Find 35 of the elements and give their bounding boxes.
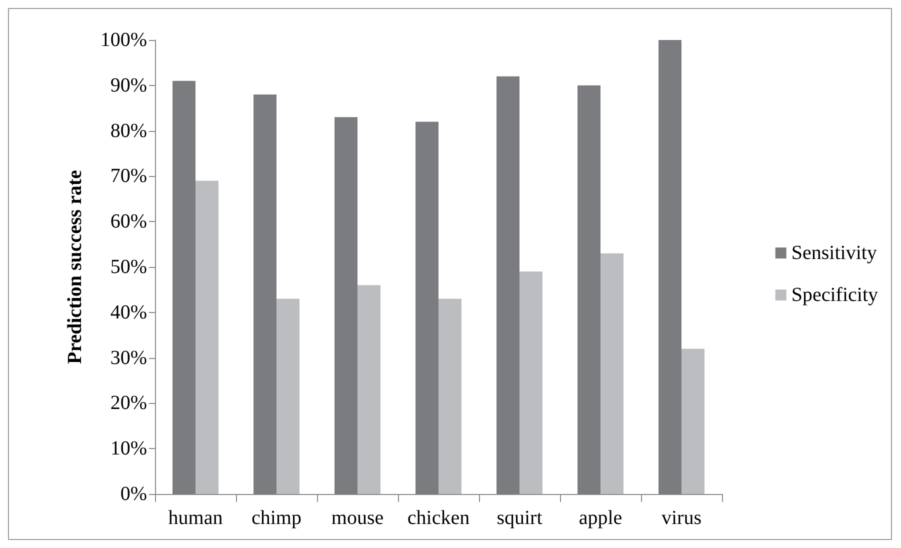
y-tick-label: 0%	[120, 483, 147, 505]
bar	[254, 94, 276, 494]
y-tick-label: 10%	[110, 438, 147, 460]
bar	[358, 285, 380, 494]
x-tick-label: squirt	[496, 507, 543, 529]
y-tick-label: 80%	[110, 120, 147, 142]
y-tick-label: 50%	[110, 256, 147, 278]
bar	[520, 272, 542, 494]
y-axis-title: Prediction success rate	[64, 170, 86, 364]
y-tick-label: 40%	[110, 301, 147, 324]
x-tick-label: chicken	[407, 507, 470, 529]
bar	[578, 85, 600, 494]
y-tick-label: 20%	[110, 392, 147, 414]
bar	[276, 298, 300, 494]
bar	[438, 298, 462, 494]
y-tick-label: 60%	[110, 210, 147, 233]
x-tick-label: apple	[578, 507, 622, 529]
x-tick-label: chimp	[252, 507, 302, 529]
y-tick-label: 30%	[110, 346, 147, 369]
bar	[600, 253, 624, 494]
legend-label: Specificity	[791, 284, 878, 306]
bar	[172, 80, 196, 494]
bar	[416, 122, 438, 494]
x-tick-label: mouse	[331, 507, 384, 529]
bar	[496, 76, 520, 494]
y-tick-label: 70%	[110, 165, 147, 188]
bar	[334, 117, 358, 494]
bar	[682, 348, 704, 494]
y-tick-label: 100%	[100, 29, 147, 51]
x-tick-label: virus	[662, 507, 702, 529]
y-tick-label: 90%	[110, 74, 147, 96]
bar	[196, 180, 218, 494]
bar	[658, 40, 682, 494]
x-tick-label: human	[168, 507, 223, 529]
legend-label: Sensitivity	[791, 242, 877, 264]
